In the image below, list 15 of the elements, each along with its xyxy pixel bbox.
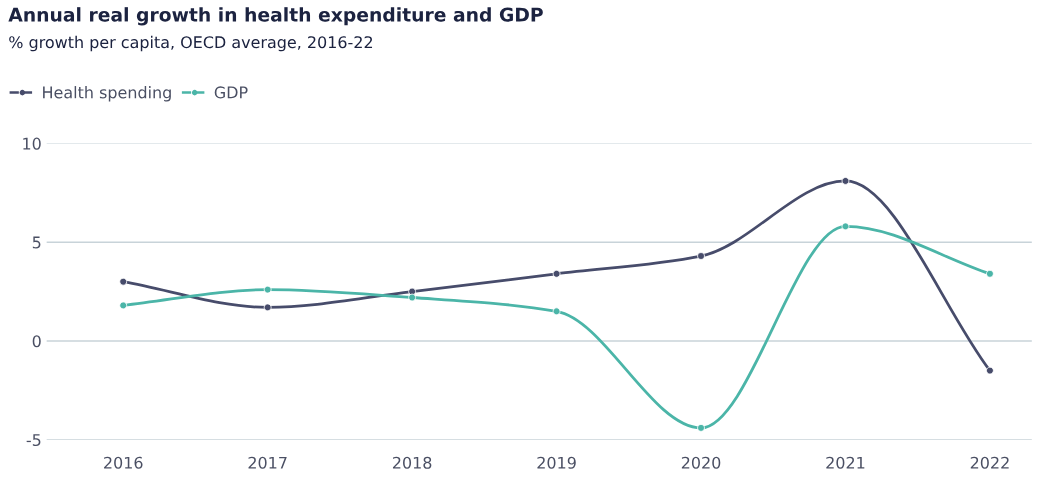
y-tick-label: 10 bbox=[23, 137, 41, 150]
x-tick-label: 2019 bbox=[537, 456, 576, 469]
y-tick-label: -5 bbox=[26, 434, 41, 447]
x-tick-label: 2022 bbox=[970, 456, 1009, 469]
y-tick-label: 5 bbox=[32, 236, 41, 249]
x-tick-label: 2021 bbox=[826, 456, 865, 469]
x-tick-label: 2016 bbox=[104, 456, 143, 469]
x-tick-label: 2020 bbox=[681, 456, 721, 469]
legend-label: Health spending bbox=[43, 86, 171, 102]
chart-subtitle: % growth per capita, OECD average, 2016-22 bbox=[9, 35, 373, 52]
x-tick-label: 2017 bbox=[248, 456, 287, 469]
y-tick-label: 0 bbox=[32, 335, 41, 348]
chart-title: Annual real growth in health expenditure and GDP bbox=[8, 7, 543, 26]
x-tick-label: 2018 bbox=[392, 456, 432, 469]
legend-label: GDP bbox=[214, 86, 248, 99]
